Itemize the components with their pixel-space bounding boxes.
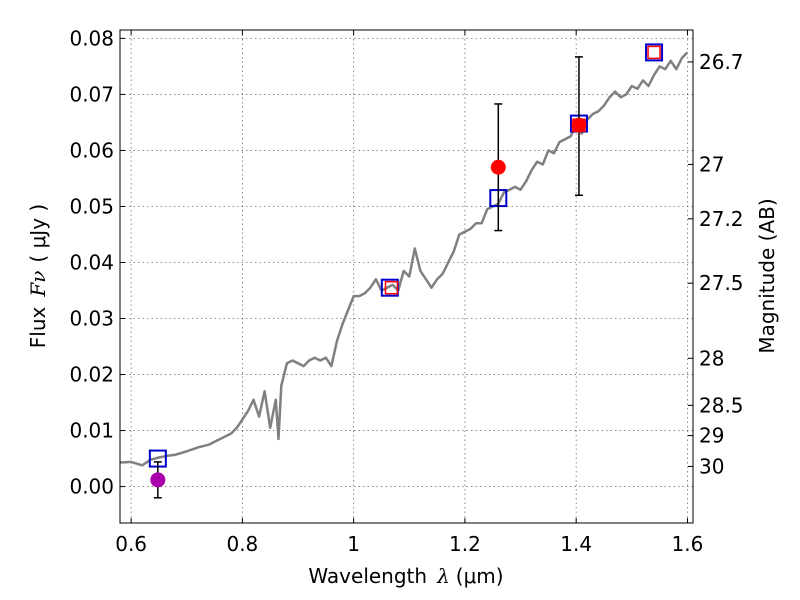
x-tick-label: 1.2 bbox=[449, 532, 481, 556]
x-tick-label: 0.8 bbox=[226, 532, 258, 556]
right-tick-label: 28.5 bbox=[699, 393, 744, 417]
model-inner-square-marker bbox=[384, 280, 399, 295]
observed-point bbox=[490, 159, 506, 175]
x-tick-label: 0.6 bbox=[115, 532, 147, 556]
right-tick-label: 27.5 bbox=[699, 271, 744, 295]
y-tick-label: 0.05 bbox=[69, 194, 114, 218]
y-tick-label: 0.04 bbox=[69, 250, 114, 274]
right-tick-label: 29 bbox=[699, 424, 724, 448]
observed-point bbox=[571, 117, 587, 133]
spectrum-layer bbox=[119, 51, 689, 467]
right-axis-title: Magnitude (AB) bbox=[755, 198, 779, 353]
y-tick-label: 0.06 bbox=[69, 138, 114, 162]
right-tick-label: 27 bbox=[699, 152, 724, 176]
plot-frame bbox=[119, 29, 694, 524]
y-tick-label: 0.08 bbox=[69, 26, 114, 50]
tick-layer: 0.6 0.8 1 1.2 1.4 1.6 0.00 0.01 0.02 0.03 0.04 0.05… bbox=[69, 26, 743, 556]
y-axis-title: FluxFν( μJy ) bbox=[26, 204, 50, 348]
spectrum-line bbox=[119, 51, 689, 467]
model-inner-square-marker bbox=[647, 45, 661, 60]
x-axis-title: Wavelength λ (μm) bbox=[308, 564, 503, 588]
y-tick-label: 0.02 bbox=[69, 363, 114, 387]
right-tick-label: 27.2 bbox=[699, 207, 744, 231]
right-tick-label: 28 bbox=[699, 346, 724, 370]
y-tick-label: 0.03 bbox=[69, 307, 114, 331]
x-tick-label: 1.4 bbox=[560, 532, 592, 556]
y-tick-label: 0.00 bbox=[69, 475, 114, 499]
observed-point bbox=[150, 472, 166, 488]
x-tick-label: 1.6 bbox=[672, 532, 704, 556]
y-tick-label: 0.01 bbox=[69, 419, 114, 443]
model-square-marker bbox=[645, 43, 664, 62]
x-tick-label: 1 bbox=[347, 532, 360, 556]
right-tick-label: 26.7 bbox=[699, 50, 744, 74]
right-tick-label: 30 bbox=[699, 454, 724, 478]
grid-layer bbox=[120, 30, 693, 523]
marker-layer bbox=[148, 43, 664, 499]
y-tick-label: 0.07 bbox=[69, 82, 114, 106]
